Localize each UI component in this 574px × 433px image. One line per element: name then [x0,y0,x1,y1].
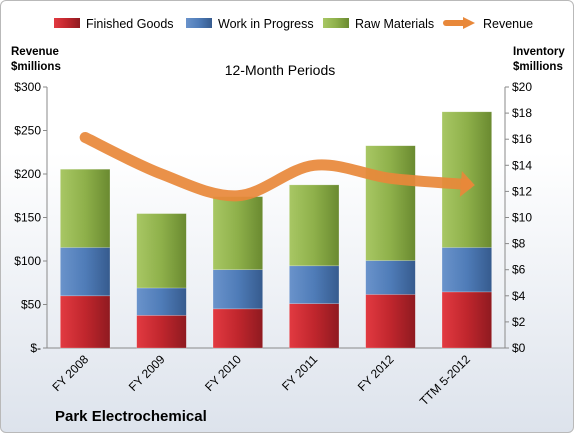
left-tick-label: $150 [14,211,41,225]
legend-swatch-finished-goods [54,18,80,28]
bar-finished-goods [212,308,263,349]
x-axis-labels: FY 2008 FY 2009 FY 2010 FY 2011 FY 2012 TTM 5… [49,352,473,408]
left-axis-ticks: $- $50 $100 $150 $200 $250 $300 [14,80,47,355]
right-tick-label: $10 [512,211,532,225]
left-tick-label: $300 [14,80,41,94]
left-tick-label: $250 [14,124,41,138]
company-name: Park Electrochemical [55,408,207,425]
legend-arrowhead-revenue [463,17,475,29]
bar-stacks [60,111,492,349]
x-axis-label: FY 2010 [202,352,244,394]
revenue-line-group [79,131,475,202]
x-axis-label: FY 2011 [279,352,320,393]
revenue-line [79,131,473,202]
bar-work-in-progress [441,247,492,293]
left-axis-title-line2: $millions [11,61,61,73]
legend: Finished Goods Work in Progress Raw Mate… [54,17,533,31]
right-tick-label: $0 [512,341,526,355]
bar-finished-goods [60,295,111,349]
legend-item-raw-materials: Raw Materials [323,17,434,31]
right-tick-label: $6 [512,263,526,277]
x-axis-label: TTM 5-2012 [417,352,473,408]
legend-label-raw-materials: Raw Materials [355,17,434,31]
bar-finished-goods [441,291,492,349]
x-axis-label: FY 2009 [126,352,168,394]
legend-item-work-in-progress: Work in Progress [186,17,314,31]
right-tick-label: $4 [512,289,526,303]
bar-raw-materials [212,196,263,270]
right-axis-title-line1: Inventory [513,46,565,58]
bar-finished-goods [289,303,340,349]
bar-work-in-progress [60,247,111,297]
legend-label-work-in-progress: Work in Progress [218,17,314,31]
right-axis-title-line2: $millions [513,61,563,73]
left-tick-label: $200 [14,167,41,181]
left-tick-label: $100 [14,254,41,268]
legend-swatch-work-in-progress [186,18,212,28]
legend-label-finished-goods: Finished Goods [86,17,174,31]
right-tick-label: $2 [512,315,526,329]
right-tick-label: $14 [512,158,532,172]
bar-raw-materials [365,145,416,261]
right-tick-label: $8 [512,237,526,251]
right-tick-label: $20 [512,80,532,94]
bar-finished-goods [365,294,416,349]
legend-label-revenue: Revenue [483,17,533,31]
bar-work-in-progress [365,260,416,295]
right-tick-label: $18 [512,106,532,120]
right-tick-label: $16 [512,132,532,146]
x-axis-label: FY 2012 [355,352,397,394]
right-tick-label: $12 [512,184,532,198]
bar-work-in-progress [289,265,340,304]
bar-raw-materials [289,184,340,267]
x-axis-label: FY 2008 [49,352,91,394]
legend-item-finished-goods: Finished Goods [54,17,174,31]
bar-raw-materials [60,168,111,248]
revenue-arrowhead [459,171,475,197]
chart-subtitle: 12-Month Periods [225,62,336,78]
bar-finished-goods [136,315,187,349]
bar-raw-materials [136,213,187,289]
bar-work-in-progress [136,287,187,316]
legend-item-revenue: Revenue [443,17,533,31]
right-axis-ticks: $0 $2 $4 $6 $8 $10 $12 $14 $16 $18 $20 [505,80,532,355]
bar-work-in-progress [212,269,263,310]
legend-swatch-raw-materials [323,18,349,28]
left-tick-label: $- [30,341,41,355]
left-axis-title-line1: Revenue [11,46,59,58]
left-tick-label: $50 [21,298,41,312]
